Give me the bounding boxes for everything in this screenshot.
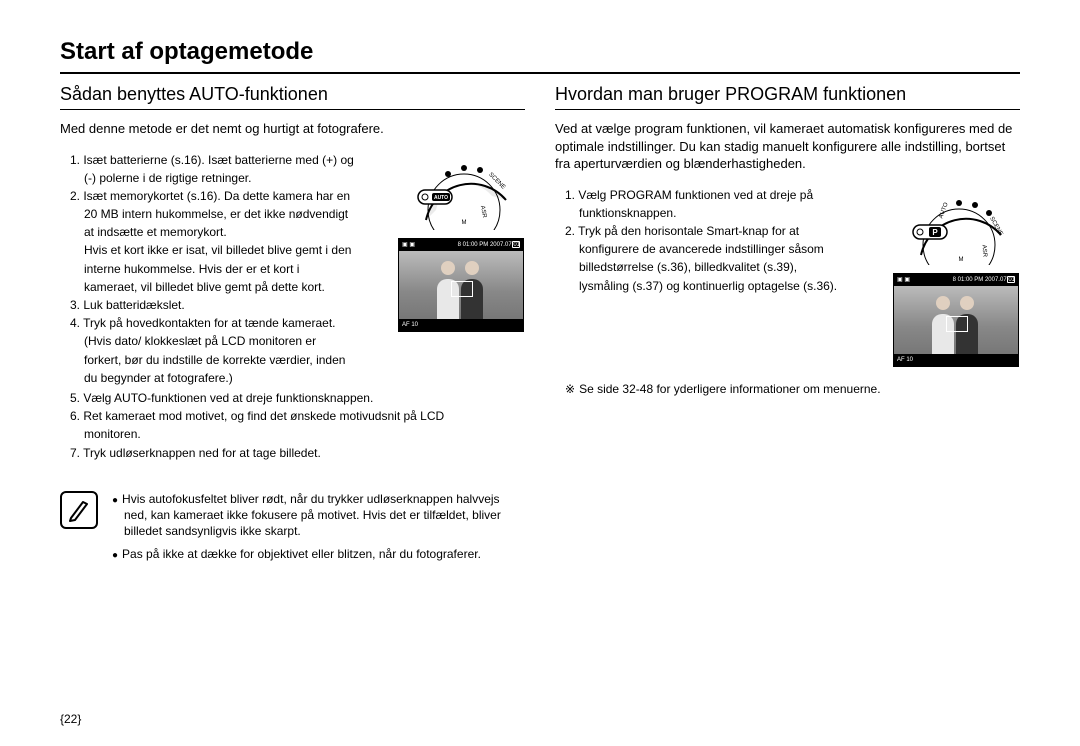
- camera-icon: [1007, 276, 1015, 283]
- left-section-title: Sådan benyttes AUTO-funktionen: [60, 84, 525, 110]
- dial-selected-mode: P: [932, 228, 938, 237]
- note-item: ●Hvis autofokusfeltet bliver rødt, når d…: [112, 491, 525, 540]
- lcd-preview-auto: ▣ ▣ 8 01:00 PM 2007.07.01 AF 10: [398, 238, 524, 332]
- dial-label: ASR: [980, 244, 987, 257]
- left-step-wrap: 1. Isæt batterierne (s.16). Isæt batteri…: [60, 152, 525, 388]
- right-intro: Ved at vælge program funktionen, vil kam…: [555, 120, 1020, 173]
- focus-frame: [451, 281, 473, 297]
- right-section-title: Hvordan man bruger PROGRAM funktionen: [555, 84, 1020, 110]
- note-icon: [60, 491, 98, 529]
- left-column: Sådan benyttes AUTO-funktionen Med denne…: [60, 84, 525, 568]
- lcd-preview-program: ▣ ▣ 8 01:00 PM 2007.07.01 AF 10: [893, 273, 1019, 367]
- preview-topbar: ▣ ▣ 8 01:00 PM 2007.07.01: [894, 274, 1018, 286]
- note-item: ●Pas på ikke at dække for objektivet ell…: [112, 546, 525, 563]
- reference-mark-icon: ※: [565, 382, 579, 396]
- right-step-wrap: 1. Vælg PROGRAM funktionen ved at dreje …: [555, 187, 1020, 367]
- right-steps-narrow: 1. Vælg PROGRAM funktionen ved at dreje …: [555, 187, 882, 367]
- preview-botbar: AF 10: [894, 354, 1018, 366]
- right-column: Hvordan man bruger PROGRAM funktionen Ve…: [555, 84, 1020, 568]
- left-intro: Med denne metode er det nemt og hurtigt …: [60, 120, 525, 138]
- preview-botbar: AF 10: [399, 319, 523, 331]
- dial-label: ASR: [479, 205, 487, 219]
- right-extra-note: ※Se side 32-48 for yderligere informatio…: [555, 381, 1020, 397]
- mode-dial-auto: SCENE ASR M AUTO: [406, 152, 516, 230]
- mode-dial-program: SCENE ASR M AUTO P: [901, 187, 1011, 265]
- dial-label: M: [462, 220, 467, 226]
- dial-label: M: [959, 257, 964, 263]
- left-figures: SCENE ASR M AUTO: [397, 152, 525, 388]
- note-list: ●Hvis autofokusfeltet bliver rødt, når d…: [112, 491, 525, 568]
- note-box: ●Hvis autofokusfeltet bliver rødt, når d…: [60, 491, 525, 568]
- right-figures: SCENE ASR M AUTO P: [892, 187, 1020, 367]
- camera-icon: [512, 241, 520, 248]
- two-column-layout: Sådan benyttes AUTO-funktionen Med denne…: [60, 84, 1020, 568]
- left-steps-narrow: 1. Isæt batterierne (s.16). Isæt batteri…: [60, 152, 387, 388]
- preview-topbar: ▣ ▣ 8 01:00 PM 2007.07.01: [399, 239, 523, 251]
- page-number: {22}: [60, 712, 81, 726]
- page-title: Start af optagemetode: [60, 38, 1020, 74]
- dial-selected-mode: AUTO: [434, 195, 448, 201]
- left-steps-full: 5. Vælg AUTO-funktionen ved at dreje fun…: [60, 390, 525, 461]
- focus-frame: [946, 316, 968, 332]
